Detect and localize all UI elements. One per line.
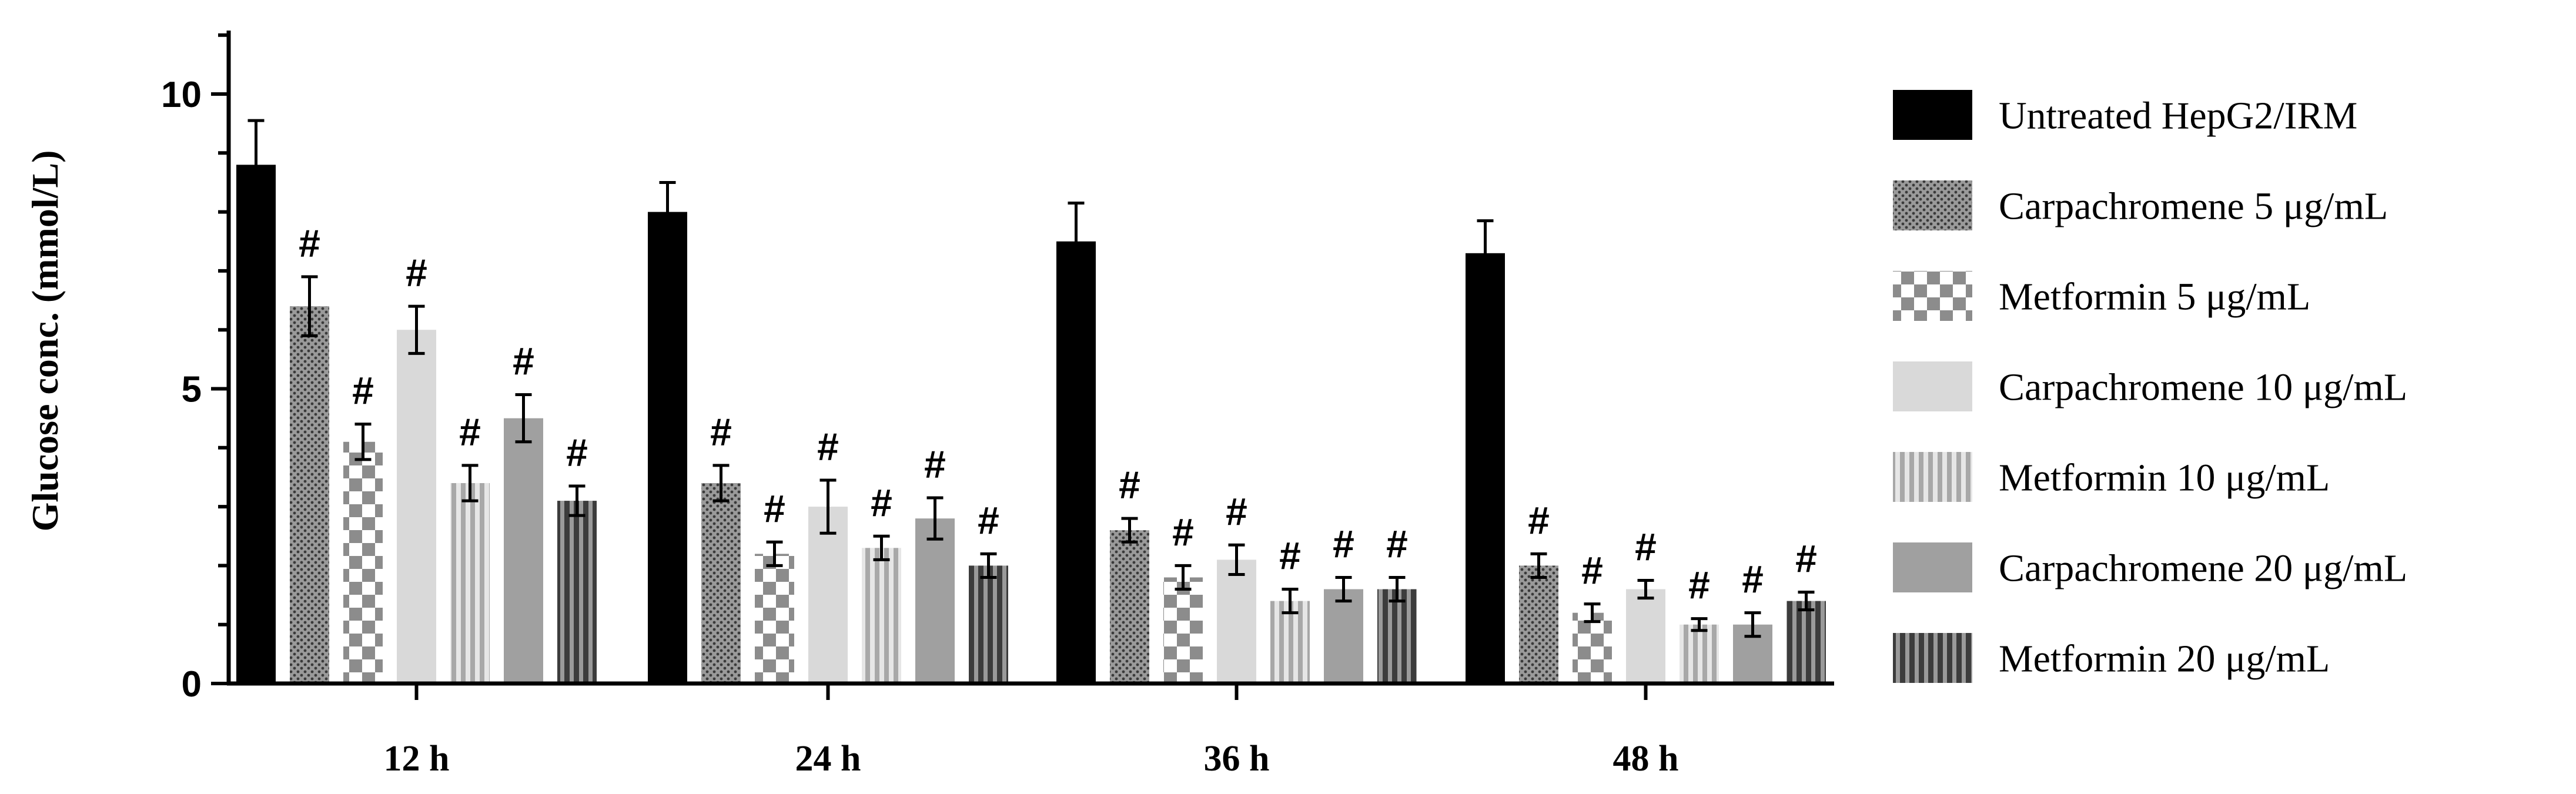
significance-marker: #: [1528, 498, 1550, 542]
legend-label: Untreated HepG2/IRM: [1999, 95, 2357, 138]
legend-label: Carpachromene 20 μg/mL: [1999, 547, 2407, 590]
legend-item: Metformin 5 μg/mL: [1893, 271, 2310, 321]
significance-marker: #: [1279, 534, 1301, 578]
legend-label: Carpachromene 10 μg/mL: [1999, 366, 2407, 409]
bar-1-2: [648, 212, 687, 684]
bar-1-4: [1466, 253, 1505, 684]
legend-item: Carpachromene 5 μg/mL: [1893, 180, 2388, 230]
bar-3-2: [755, 554, 794, 684]
bar-group-24h: # # # # # #: [648, 180, 1008, 684]
significance-marker: #: [1688, 564, 1710, 607]
legend-label: Metformin 10 μg/mL: [1999, 457, 2330, 500]
legend-swatch: [1893, 271, 1972, 321]
significance-marker: #: [299, 222, 320, 265]
bar-5-4: [1680, 624, 1719, 684]
bar-6-3: [1324, 589, 1363, 684]
legend-swatch: [1893, 452, 1972, 502]
bar-2-1: [290, 306, 329, 684]
legend-swatch: [1893, 180, 1972, 230]
significance-marker: #: [513, 340, 534, 383]
significance-marker: #: [1226, 490, 1247, 533]
legend-item: Carpachromene 10 μg/mL: [1893, 361, 2407, 411]
y-axis-title: Glucose conc. (mmol/L): [24, 150, 66, 532]
bar-7-2: [969, 565, 1008, 684]
bar-3-1: [343, 441, 383, 684]
legend-item: Untreated HepG2/IRM: [1893, 90, 2357, 140]
significance-marker: #: [459, 410, 481, 454]
legend-item: Metformin 10 μg/mL: [1893, 452, 2330, 502]
axes-layer: 0 5 10 12 h 24 h 36 h 48 h: [161, 31, 1834, 779]
bar-1-1: [236, 165, 276, 684]
significance-marker: #: [1172, 510, 1194, 554]
x-tick-label: 12 h: [384, 739, 450, 779]
x-tick-label: 24 h: [795, 739, 861, 779]
legend-label: Carpachromene 5 μg/mL: [1999, 185, 2388, 228]
bar-group-12h: # # # # # #: [236, 119, 597, 684]
legend-swatch: [1893, 361, 1972, 411]
bar-5-1: [450, 483, 490, 684]
bar-2-3: [1110, 530, 1149, 684]
bar-4-4: [1626, 589, 1665, 684]
bar-5-3: [1270, 601, 1310, 684]
bar-7-4: [1787, 601, 1826, 684]
significance-marker: #: [1795, 537, 1817, 581]
bar-2-2: [701, 483, 741, 684]
x-tick-label: 36 h: [1204, 739, 1270, 779]
x-tick-label: 48 h: [1613, 739, 1679, 779]
bar-7-1: [557, 501, 597, 684]
significance-marker: #: [764, 487, 785, 530]
significance-marker: #: [710, 410, 732, 454]
legend: Untreated HepG2/IRM Carpachromene 5 μg/mL…: [1893, 90, 2407, 683]
significance-marker: #: [406, 251, 427, 294]
legend-swatch: [1893, 90, 1972, 140]
legend-label: Metformin 20 μg/mL: [1999, 638, 2330, 681]
bar-4-3: [1217, 560, 1256, 684]
bar-1-3: [1056, 241, 1096, 684]
significance-marker: #: [871, 481, 892, 524]
bar-7-3: [1377, 589, 1417, 684]
significance-marker: #: [978, 498, 999, 542]
y-tick-label: 0: [182, 664, 202, 705]
significance-marker: #: [1635, 525, 1657, 568]
significance-marker: #: [817, 425, 839, 468]
legend-label: Metformin 5 μg/mL: [1999, 276, 2310, 319]
legend-swatch: [1893, 633, 1972, 683]
y-tick-label: 5: [182, 370, 202, 410]
significance-marker: #: [1386, 522, 1408, 565]
significance-marker: #: [566, 431, 588, 474]
bar-group-48h: # # # # # #: [1466, 219, 1826, 684]
bar-2-4: [1519, 565, 1558, 684]
bar-group-36h: # # # # # #: [1056, 202, 1417, 684]
bars-layer: # # # # # # # # # # # # # # # # # # # # # # # #: [236, 119, 1826, 684]
significance-marker: #: [1119, 463, 1140, 507]
legend-item: Carpachromene 20 μg/mL: [1893, 542, 2407, 592]
significance-marker: #: [1742, 558, 1764, 601]
y-tick-label: 10: [161, 75, 202, 115]
legend-item: Metformin 20 μg/mL: [1893, 633, 2330, 683]
bar-3-3: [1163, 577, 1203, 684]
bar-6-2: [915, 518, 955, 684]
bar-3-4: [1573, 612, 1612, 684]
bar-4-2: [808, 507, 848, 684]
significance-marker: #: [1581, 549, 1603, 592]
bar-6-1: [504, 418, 543, 684]
significance-marker: #: [352, 369, 374, 413]
legend-swatch: [1893, 542, 1972, 592]
significance-marker: #: [924, 443, 946, 486]
bar-5-2: [862, 548, 901, 684]
bar-4-1: [397, 330, 436, 684]
significance-marker: #: [1333, 522, 1354, 565]
